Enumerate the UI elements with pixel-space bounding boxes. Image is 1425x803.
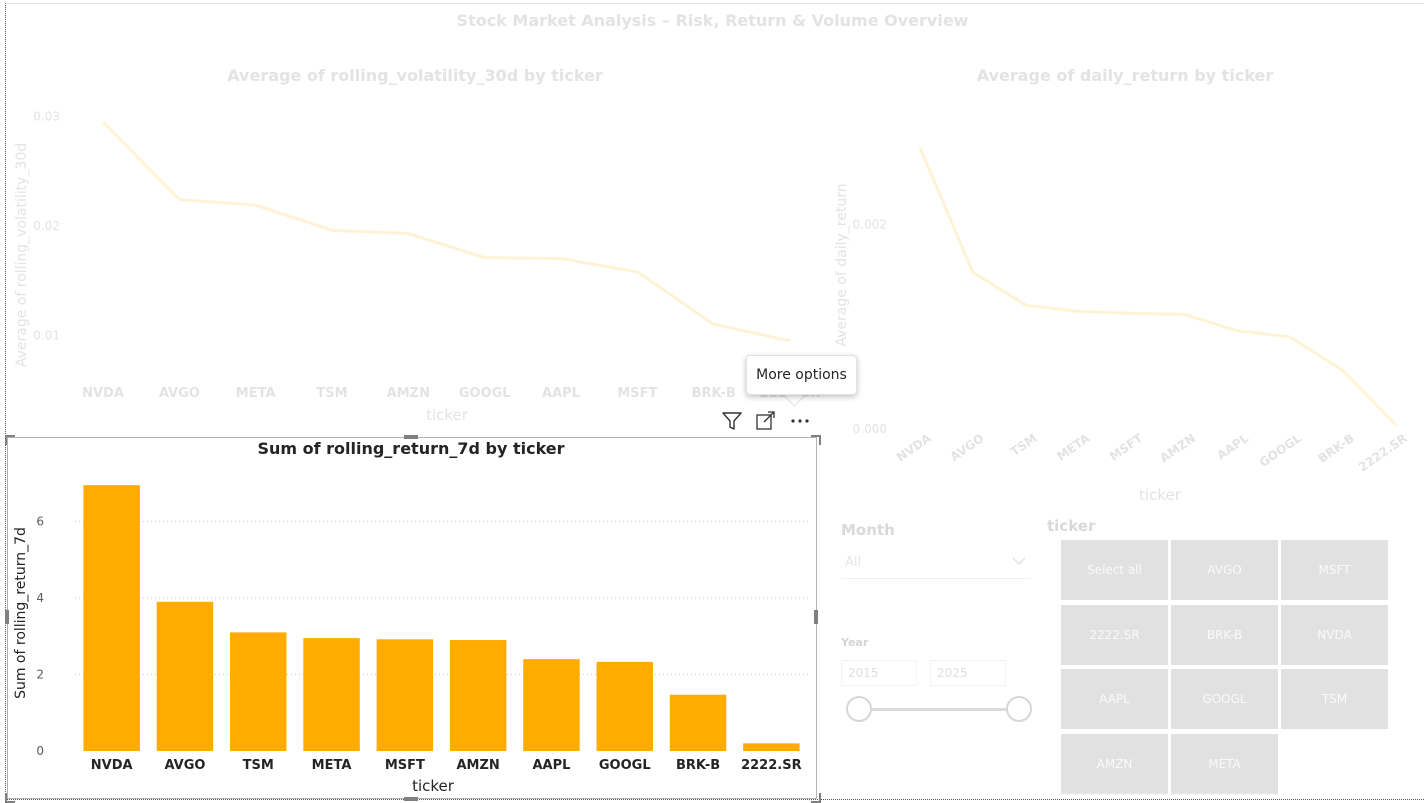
y-tick-label: 0 — [36, 744, 44, 758]
x-tick-label-tsm: TSM — [316, 386, 347, 401]
x-tick-label-nvda: NVDA — [91, 758, 133, 773]
bar-meta — [303, 638, 360, 751]
y-tick-label: 0.01 — [33, 328, 60, 342]
x-tick-label-googl: GOOGL — [599, 758, 651, 773]
x-tick-label-amzn: AMZN — [387, 386, 430, 401]
x-tick-label-brk-b: BRK-B — [676, 758, 720, 773]
y-axis-title: Sum of rolling_return_7d — [13, 527, 29, 699]
bar-2222-sr — [743, 743, 800, 751]
bar-avgo — [156, 601, 214, 751]
x-tick-label-avgo: AVGO — [948, 431, 987, 464]
x-axis-title: ticker — [412, 777, 455, 795]
ticker-tile-amzn[interactable]: AMZN — [1061, 733, 1168, 794]
x-tick-label-brk-b: BRK-B — [1315, 431, 1356, 466]
bar-tsm — [230, 632, 287, 751]
month-dropdown[interactable]: All — [841, 550, 1031, 579]
year-slider-start-handle[interactable] — [846, 696, 872, 722]
bar-nvda — [83, 485, 140, 751]
x-tick-label-nvda: NVDA — [894, 431, 934, 465]
volatility-line-chart[interactable]: 0.01 0.02 0.03 Average of rolling_volatilit… — [0, 90, 840, 430]
month-selected-value: All — [845, 555, 862, 570]
more-options-icon[interactable] — [789, 410, 811, 432]
daily-return-series-line — [918, 147, 1398, 426]
x-tick-label-msft: MSFT — [385, 758, 425, 773]
ticker-slicer-header: ticker — [1047, 517, 1096, 535]
rolling-return-bar-chart[interactable]: Sum of rolling_return_7d by ticker 0 2 4 6 Su… — [8, 438, 816, 798]
x-tick-label-amzn: AMZN — [456, 758, 499, 773]
x-axis-title: ticker — [426, 406, 469, 424]
x-tick-label-tsm: TSM — [243, 758, 274, 773]
resize-handle-top-right[interactable] — [811, 435, 821, 445]
y-tick-label: 0.03 — [33, 109, 60, 123]
bar-msft — [376, 639, 434, 751]
y-tick-label: 0.002 — [853, 217, 887, 231]
resize-handle-top-left[interactable] — [5, 435, 15, 445]
x-tick-label-aapl: AAPL — [1214, 431, 1251, 463]
x-tick-label-2222-sr: 2222.SR — [1356, 431, 1410, 474]
ticker-tile-tsm[interactable]: TSM — [1281, 669, 1388, 729]
ticker-tile-aapl[interactable]: AAPL — [1061, 669, 1168, 729]
resize-handle-right[interactable] — [814, 610, 818, 624]
ticker-tile-select-all[interactable]: Select all — [1061, 540, 1168, 600]
report-title: Stock Market Analysis – Risk, Return & V… — [456, 11, 969, 30]
daily-return-chart-title: Average of daily_return by ticker — [976, 66, 1274, 85]
y-tick-label: 0.000 — [853, 422, 887, 436]
ticker-tile-brk-b[interactable]: BRK-B — [1171, 604, 1278, 665]
year-slider-end-handle[interactable] — [1006, 696, 1032, 722]
bar-chart-title: Sum of rolling_return_7d by ticker — [257, 439, 564, 458]
x-tick-label-avgo: AVGO — [164, 758, 205, 773]
x-tick-label-googl: GOOGL — [1257, 431, 1304, 470]
y-axis-title: Average of daily_return — [834, 183, 850, 346]
x-tick-label-msft: MSFT — [617, 386, 657, 401]
resize-handle-left[interactable] — [5, 610, 9, 624]
y-tick-label: 0.02 — [33, 219, 60, 233]
y-tick-label: 6 — [36, 514, 44, 528]
resize-handle-bottom[interactable] — [404, 797, 418, 801]
focus-mode-icon[interactable] — [755, 410, 777, 432]
more-options-tooltip: More options — [746, 355, 857, 395]
x-tick-label-brk-b: BRK-B — [692, 386, 736, 401]
x-tick-label-msft: MSFT — [1107, 431, 1146, 464]
bar-aapl — [523, 659, 580, 751]
volatility-chart-title: Average of rolling_volatility_30d by tic… — [227, 66, 603, 85]
x-tick-label-meta: META — [1054, 431, 1093, 464]
y-axis-title: Average of rolling_volatility_30d — [14, 143, 30, 367]
ticker-tile-msft[interactable]: MSFT — [1281, 540, 1388, 600]
ticker-tile-googl[interactable]: GOOGL — [1171, 669, 1278, 729]
bar-brk-b — [669, 694, 727, 751]
year-slider-track[interactable] — [859, 708, 1019, 711]
x-tick-label-meta: META — [236, 386, 276, 401]
x-axis-title: ticker — [1139, 486, 1182, 504]
ticker-tile-avgo[interactable]: AVGO — [1171, 540, 1278, 600]
ticker-tile-nvda[interactable]: NVDA — [1281, 604, 1388, 665]
filter-icon[interactable] — [721, 410, 743, 432]
bar-amzn — [449, 640, 507, 751]
x-tick-label-2222-sr: 2222.SR — [741, 758, 802, 773]
resize-handle-top[interactable] — [404, 435, 418, 439]
x-tick-label-avgo: AVGO — [159, 386, 200, 401]
year-slicer-header: Year — [841, 636, 869, 649]
year-start-field[interactable]: 2015 — [841, 660, 917, 686]
volatility-series-line — [101, 120, 791, 343]
x-tick-label-aapl: AAPL — [532, 758, 570, 773]
x-tick-label-aapl: AAPL — [542, 386, 580, 401]
x-tick-label-amzn: AMZN — [1157, 431, 1198, 465]
ticker-tile-meta[interactable]: META — [1171, 733, 1278, 794]
ticker-tile-2222-sr[interactable]: 2222.SR — [1061, 604, 1168, 665]
page-border — [5, 3, 1424, 800]
month-slicer-header: Month — [841, 521, 895, 539]
x-tick-label-tsm: TSM — [1008, 431, 1040, 459]
x-tick-label-meta: META — [312, 758, 352, 773]
chevron-down-icon — [1012, 557, 1026, 565]
y-tick-label: 4 — [36, 591, 44, 605]
bar-googl — [596, 661, 653, 751]
y-tick-label: 2 — [36, 667, 44, 681]
x-tick-label-nvda: NVDA — [82, 386, 124, 401]
x-tick-label-googl: GOOGL — [459, 386, 511, 401]
year-end-field[interactable]: 2025 — [930, 660, 1006, 686]
